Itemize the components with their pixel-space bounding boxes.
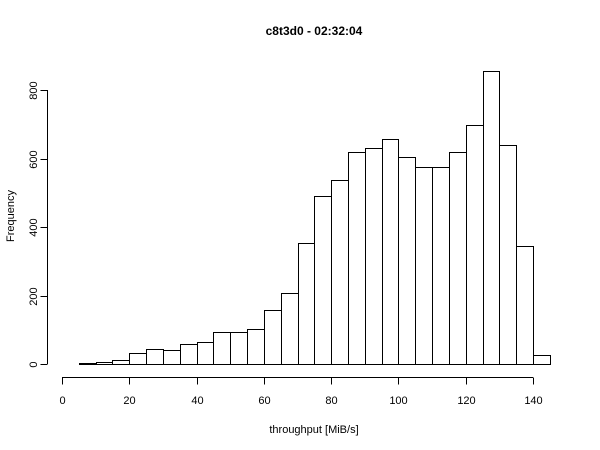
histogram-bar bbox=[79, 363, 97, 365]
x-axis-label: throughput [MiB/s] bbox=[269, 424, 358, 436]
histogram-bar bbox=[146, 349, 164, 365]
histogram-bar bbox=[213, 332, 231, 365]
histogram-bar bbox=[432, 167, 450, 365]
y-tick-label: 800 bbox=[28, 81, 40, 99]
histogram-bar bbox=[499, 145, 517, 365]
histogram-bar bbox=[230, 332, 248, 365]
histogram-bar bbox=[281, 293, 299, 365]
y-axis: 0 200 400 600 800 bbox=[28, 81, 48, 368]
x-tick-label: 60 bbox=[258, 395, 270, 407]
x-tick-label: 40 bbox=[191, 395, 203, 407]
x-tick-label: 0 bbox=[59, 395, 65, 407]
histogram-bar bbox=[365, 148, 383, 365]
x-axis: 0 20 40 60 80 100 120 140 bbox=[59, 377, 543, 407]
y-tick-label: 400 bbox=[28, 218, 40, 236]
x-tick-label: 20 bbox=[123, 395, 135, 407]
histogram-bar bbox=[398, 157, 416, 365]
y-tick-label: 0 bbox=[28, 361, 40, 367]
histogram-bar bbox=[331, 180, 349, 365]
x-tick-label: 140 bbox=[524, 395, 542, 407]
histogram-bar bbox=[163, 350, 181, 365]
histogram-bar bbox=[483, 71, 500, 365]
histogram-bars bbox=[79, 71, 551, 365]
histogram-bar bbox=[247, 329, 265, 365]
x-tick-label: 80 bbox=[325, 395, 337, 407]
x-tick-label: 100 bbox=[389, 395, 407, 407]
histogram-bar bbox=[96, 362, 113, 365]
histogram-bar bbox=[348, 152, 366, 365]
histogram-bar bbox=[314, 196, 332, 365]
histogram-bar bbox=[516, 246, 534, 365]
histogram-bar bbox=[415, 167, 433, 365]
chart-title: c8t3d0 - 02:32:04 bbox=[266, 24, 363, 38]
y-tick-label: 600 bbox=[28, 150, 40, 168]
x-tick-label: 120 bbox=[457, 395, 475, 407]
y-tick-label: 200 bbox=[28, 287, 40, 305]
histogram-bar bbox=[129, 353, 147, 365]
histogram-bar bbox=[533, 355, 551, 365]
histogram-bar bbox=[466, 125, 484, 365]
histogram-bar bbox=[449, 152, 467, 365]
y-axis-label: Frequency bbox=[5, 190, 17, 242]
histogram-bar bbox=[298, 243, 315, 365]
histogram-bar bbox=[197, 342, 214, 365]
histogram-bar bbox=[112, 360, 130, 365]
histogram-bar bbox=[382, 139, 399, 365]
histogram-bar bbox=[180, 344, 198, 365]
histogram-bar bbox=[264, 310, 282, 365]
